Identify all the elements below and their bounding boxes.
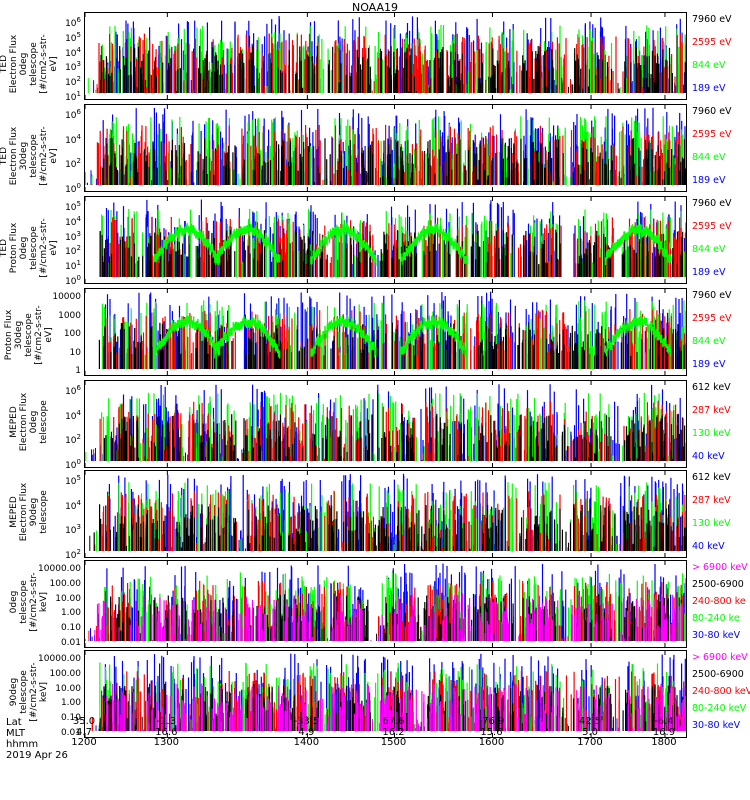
panel-ted-proton-0deg: [84, 196, 687, 284]
proton-arches: [154, 222, 672, 267]
plot-ted-electron-0deg: [85, 13, 686, 99]
panel-ted-electron-30deg: [84, 104, 687, 192]
chart-title: NOAA19: [351, 1, 399, 14]
plot-ted-proton-30deg: [85, 289, 686, 375]
panel-ted-electron-0deg: [84, 12, 687, 100]
series-3: [86, 138, 686, 185]
series-3: [98, 322, 685, 369]
plot-ted-electron-30deg: [85, 105, 686, 191]
plot-ted-proton-0deg: [85, 197, 686, 283]
series-3: [99, 45, 686, 93]
panel-ted-proton-30deg: [84, 288, 687, 376]
series-3: [99, 229, 684, 277]
